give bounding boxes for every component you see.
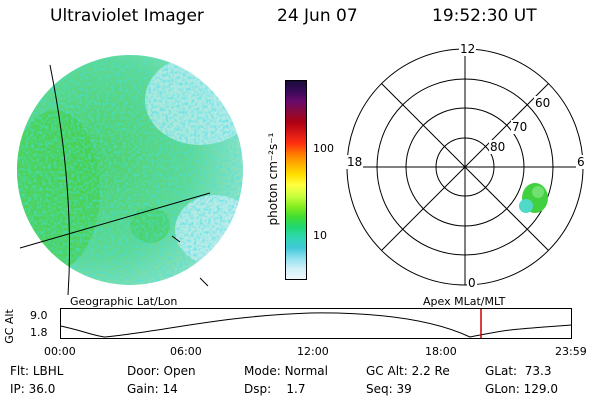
ip-readout: IP: 36.0 (10, 382, 56, 396)
mlt-label-12: 12 (459, 42, 477, 56)
colorbar-tick-10: 10 (313, 229, 327, 242)
time-tick-1200: 12:00 (297, 345, 329, 358)
disk-emission (17, 55, 243, 285)
mode-readout: Mode: Normal (244, 364, 328, 378)
glon-readout: GLon: 129.0 (485, 382, 558, 396)
mlat-label-70: 70 (511, 120, 529, 134)
auroral-spot (519, 183, 548, 213)
colorbar (285, 80, 307, 280)
mlt-label-18: 18 (346, 155, 364, 169)
colorbar-unit-label: photon cm⁻²s⁻¹ (266, 132, 280, 226)
filter-readout: Flt: LBHL (10, 364, 64, 378)
mlat-label-60: 60 (534, 96, 552, 110)
dsp-readout: Dsp: 1.7 (244, 382, 306, 396)
apex-coords-label: Apex MLat/MLT (423, 295, 506, 308)
mlt-label-6: 6 (576, 155, 586, 169)
gc-alt-ylabel: GC Alt (2, 309, 16, 344)
date-label: 24 Jun 07 (277, 6, 358, 26)
instrument-title: Ultraviolet Imager (50, 6, 204, 26)
altitude-curve (60, 312, 572, 338)
time-tick-0000: 00:00 (44, 345, 76, 358)
time-tick-0600: 06:00 (170, 345, 202, 358)
time-tick-1800: 18:00 (425, 345, 457, 358)
colorbar-tick-100: 100 (313, 142, 334, 155)
time-tick-2359: 23:59 (555, 345, 587, 358)
seq-readout: Seq: 39 (366, 382, 412, 396)
glat-readout: GLat: 73.3 (485, 364, 552, 378)
gc-alt-tick-1-8: 1.8 (30, 326, 48, 339)
mlt-label-0: 0 (467, 276, 477, 290)
auroral-image (17, 55, 243, 296)
polar-mlt-plot (346, 48, 584, 286)
gc-alt-readout: GC Alt: 2.2 Re (366, 364, 450, 378)
lat-lon-grid (19, 64, 211, 296)
geo-coords-label: Geographic Lat/Lon (70, 295, 178, 308)
time-label: 19:52:30 UT (432, 6, 537, 26)
polar-grid (346, 48, 584, 286)
gain-readout: Gain: 14 (127, 382, 178, 396)
mlat-label-80: 80 (489, 140, 507, 154)
gc-alt-tick-9: 9.0 (30, 309, 48, 322)
door-readout: Door: Open (127, 364, 196, 378)
altitude-timeline (60, 308, 572, 339)
